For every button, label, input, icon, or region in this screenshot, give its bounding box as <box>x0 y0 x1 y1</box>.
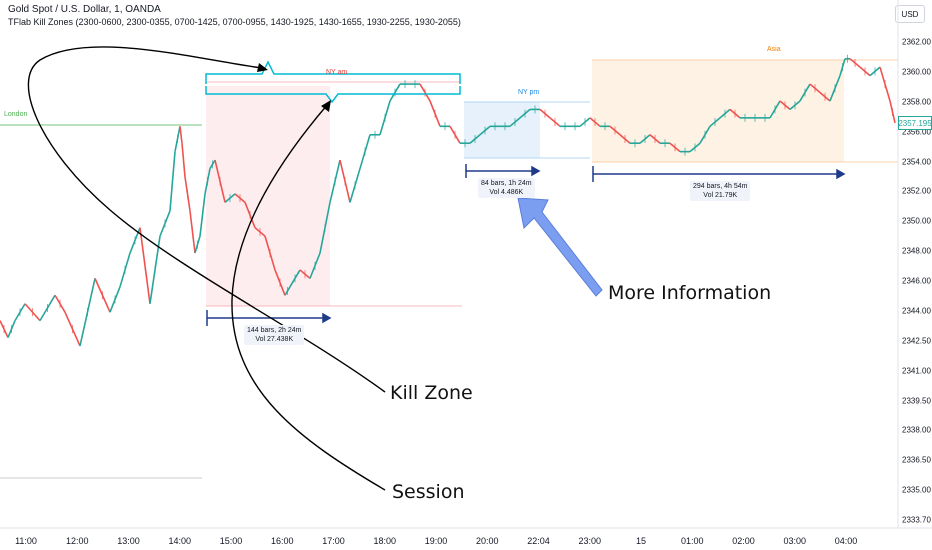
price-tick-label: 2348.00 <box>902 246 931 256</box>
price-tick-label: 2344.00 <box>902 306 931 316</box>
ny-am-info-box: 144 bars, 2h 24m Vol 27.438K <box>244 325 305 345</box>
price-tick-label: 2352.00 <box>902 186 931 196</box>
ny-pm-bars: 84 bars, 1h 24m <box>481 180 532 187</box>
session-bracket <box>205 86 461 104</box>
last-price-badge: 2357.195 <box>898 116 932 130</box>
time-tick-label: 16:00 <box>270 536 294 546</box>
kill-zone-bracket <box>205 60 461 84</box>
time-tick-label: 12:00 <box>65 536 89 546</box>
price-tick-label: 2336.50 <box>902 455 931 465</box>
price-tick-label: 2335.00 <box>902 485 931 495</box>
currency-button[interactable]: USD <box>895 5 925 23</box>
ny-pm-info-box: 84 bars, 1h 24m Vol 4.486K <box>478 178 535 198</box>
time-tick-label: 19:00 <box>424 536 448 546</box>
price-tick-label: 2358.00 <box>902 97 931 107</box>
ny-am-range-arrowhead <box>322 312 332 324</box>
price-tick-label: 2338.00 <box>902 425 931 435</box>
ny-am-box <box>206 86 330 306</box>
kill-zone-note: Kill Zone <box>390 382 473 404</box>
price-tick-label: 2342.50 <box>902 336 931 346</box>
time-tick-label: 03:00 <box>783 536 807 546</box>
session-note: Session <box>392 481 465 503</box>
ny-pm-vol: Vol 4.486K <box>489 189 524 196</box>
time-tick-label: 18:00 <box>373 536 397 546</box>
time-tick-label: 13:00 <box>117 536 140 546</box>
time-tick-label: 14:00 <box>168 536 192 546</box>
symbol-title: Gold Spot / U.S. Dollar, 1, OANDA <box>8 4 161 15</box>
price-tick-label: 2346.00 <box>902 276 931 286</box>
price-tick-label: 2360.00 <box>902 67 931 77</box>
asia-bars: 294 bars, 4h 54m <box>693 183 748 190</box>
time-tick-label: 23:00 <box>578 536 602 546</box>
asia-label: Asia <box>767 46 781 53</box>
ny-pm-label: NY pm <box>518 89 540 96</box>
asia-info-box: 294 bars, 4h 54m Vol 21.79K <box>690 181 751 201</box>
more-info-pointer <box>517 197 603 297</box>
asia-range-arrowhead <box>836 168 846 180</box>
london-label: London <box>4 111 28 118</box>
ny-am-vol: Vol 27.438K <box>255 336 294 343</box>
time-tick-label: 20:00 <box>475 536 499 546</box>
ny-pm-range-arrowhead <box>531 165 541 177</box>
price-tick-label: 2362.00 <box>902 37 931 47</box>
time-tick-label: 15 <box>635 536 647 546</box>
asia-vol: Vol 21.79K <box>703 192 738 199</box>
time-tick-label: 17:00 <box>322 536 345 546</box>
ny-am-label: NY am <box>326 69 348 76</box>
price-tick-label: 2350.00 <box>902 216 931 226</box>
time-tick-label: 01:00 <box>680 536 704 546</box>
time-tick-label: 22:04 <box>527 536 550 546</box>
kill-zone-arrowhead <box>257 63 268 72</box>
more-information-note: More Information <box>608 282 772 304</box>
price-tick-label: 2356.00 <box>902 127 931 137</box>
asia-box <box>592 60 844 162</box>
ny-am-bars: 144 bars, 2h 24m <box>247 327 302 334</box>
time-tick-label: 15:00 <box>219 536 243 546</box>
time-tick-label: 04:00 <box>834 536 858 546</box>
time-tick-label: 02:00 <box>732 536 755 546</box>
time-tick-label: 11:00 <box>15 536 37 546</box>
indicator-label[interactable]: TFlab Kill Zones (2300-0600, 2300-0355, … <box>8 17 461 27</box>
kill-zone-arrow <box>27 46 386 393</box>
price-tick-label: 2339.50 <box>902 396 931 405</box>
price-tick-label: 2341.00 <box>902 366 931 376</box>
session-arrowhead <box>321 100 331 112</box>
session-arrow <box>231 103 386 491</box>
price-tick-label: 2333.70 <box>902 515 931 525</box>
price-tick-label: 2354.00 <box>902 157 931 166</box>
